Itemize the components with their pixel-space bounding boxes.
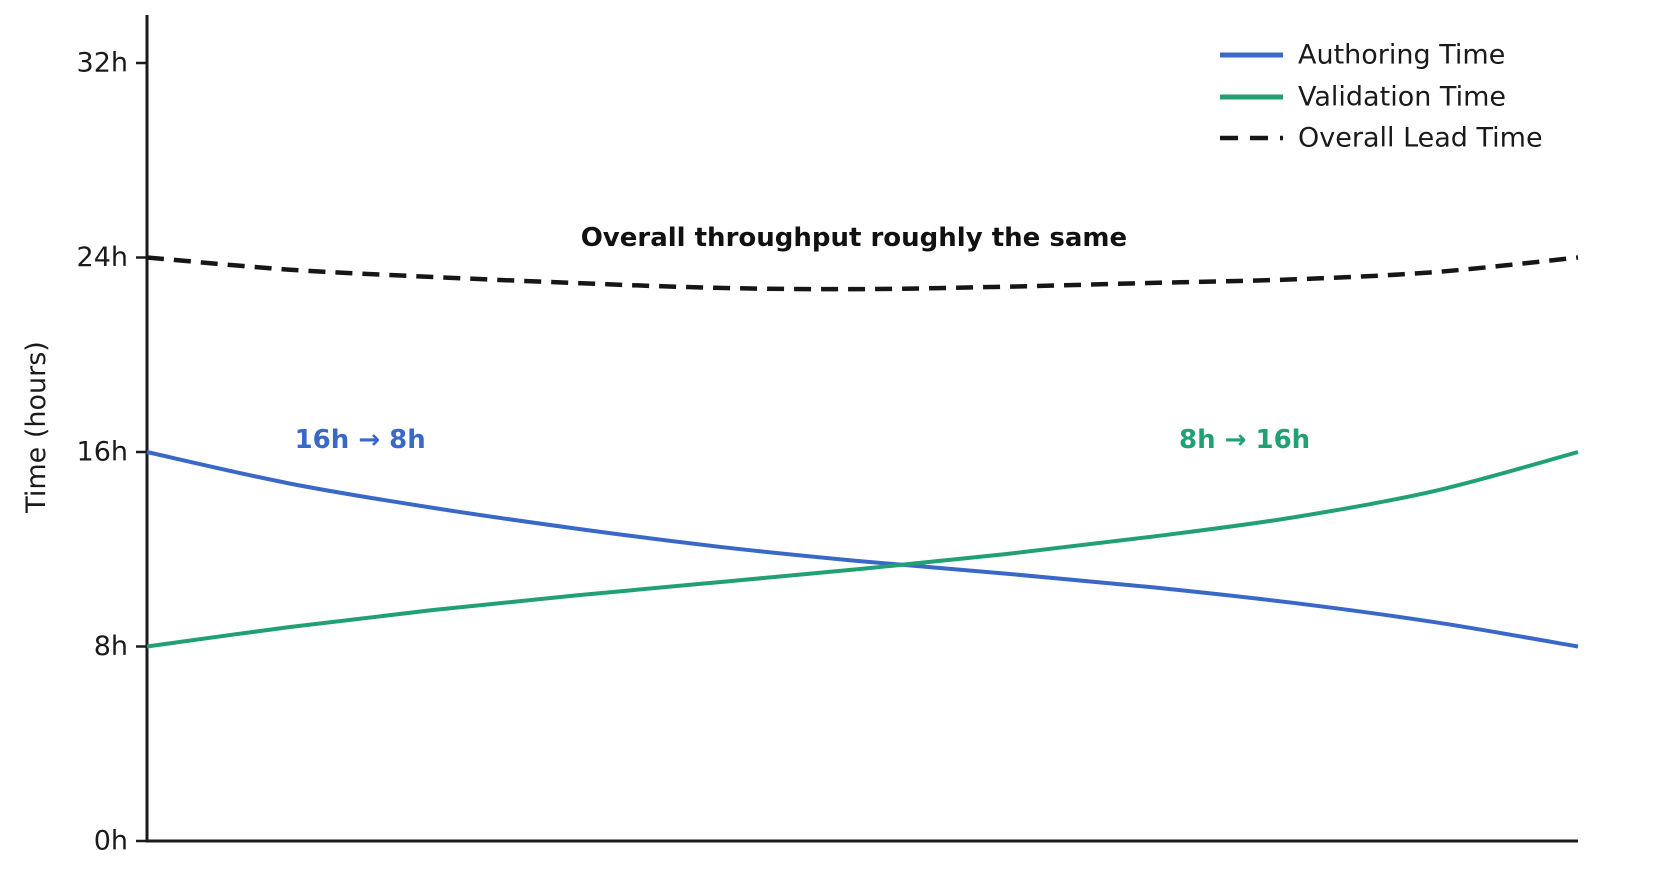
series-lines xyxy=(146,255,1579,649)
y-tick-label: 0h xyxy=(94,826,128,857)
annotations: Overall throughput roughly the same 16h →… xyxy=(295,223,1311,455)
series-line-authoring-time xyxy=(146,450,1579,649)
y-axis-ticks: 0h 8h 16h 24h 32h xyxy=(77,48,147,857)
y-tick-label: 24h xyxy=(77,242,128,273)
y-tick-label: 8h xyxy=(94,631,128,662)
y-axis-title: Time (hours) xyxy=(21,341,52,514)
annotation-0: Overall throughput roughly the same xyxy=(581,223,1127,253)
y-tick-label: 16h xyxy=(77,437,128,468)
series-line-validation-time xyxy=(146,450,1579,649)
annotation-1: 16h → 8h xyxy=(295,425,426,455)
legend-label-authoring-time: Authoring Time xyxy=(1298,40,1505,71)
annotation-2: 8h → 16h xyxy=(1179,425,1310,455)
series-line-overall-lead-time xyxy=(146,255,1579,292)
legend: Authoring Time Validation Time Overall Lea… xyxy=(1220,40,1543,154)
legend-label-overall-lead-time: Overall Lead Time xyxy=(1298,123,1543,154)
legend-label-validation-time: Validation Time xyxy=(1298,82,1506,113)
y-tick-label: 32h xyxy=(77,48,128,79)
